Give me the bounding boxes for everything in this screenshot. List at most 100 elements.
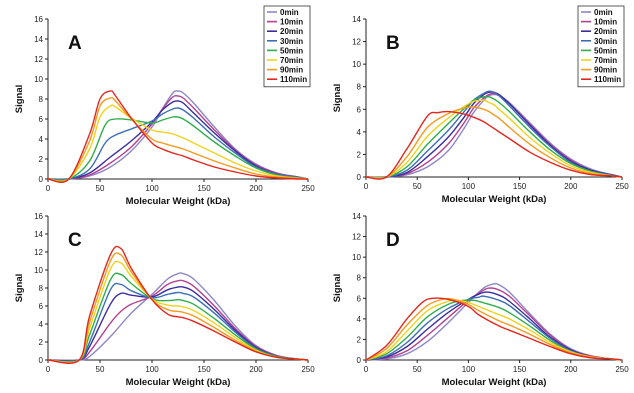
x-tick-label: 50 <box>413 182 422 191</box>
panel-b: 0 2 4 6 8 10 12 14 0 50 100 150 200 250 Molecular Weig… <box>332 5 629 205</box>
y-tick-label: 0 <box>39 175 44 184</box>
series-line-90min <box>47 96 309 183</box>
x-tick-label: 50 <box>96 365 105 374</box>
series-line-90min <box>365 297 623 361</box>
y-axis-label: Signal <box>14 85 25 114</box>
series-line-0min <box>365 93 623 178</box>
y-tick-label: 14 <box>352 15 361 24</box>
x-tick-label: 150 <box>197 184 211 193</box>
panel-a: 0 2 4 6 8 10 12 14 16 0 50 100 150 200 250 Molecular We… <box>14 5 315 207</box>
x-tick-label: 200 <box>249 184 263 193</box>
x-tick-label: 250 <box>615 182 629 191</box>
panel-letter: C <box>68 230 82 251</box>
series-line-70min <box>365 99 623 179</box>
legend-label-110min: 110min <box>594 75 621 84</box>
panel-c: 0 2 4 6 8 10 12 14 16 0 50 100 150 200 250 Molecular We… <box>14 212 315 388</box>
series-line-70min <box>365 299 623 361</box>
x-tick-label: 200 <box>564 365 578 374</box>
legend-label-110min: 110min <box>280 75 307 84</box>
legend-label-70min: 70min <box>280 56 303 65</box>
y-tick-label: 2 <box>39 155 44 164</box>
legend-label-90min: 90min <box>280 66 303 75</box>
y-tick-label: 10 <box>34 75 43 84</box>
x-tick-label: 100 <box>462 182 476 191</box>
series-line-110min <box>365 297 623 361</box>
series-line-50min <box>47 272 309 363</box>
y-tick-label: 4 <box>39 320 44 329</box>
series-line-90min <box>47 252 309 364</box>
x-tick-label: 150 <box>513 365 527 374</box>
series-line-90min <box>365 106 623 180</box>
y-tick-label: 4 <box>357 315 362 324</box>
y-axis-label: Signal <box>14 274 25 303</box>
x-axis-label: Molecular Weight (kDa) <box>126 377 231 388</box>
legend-box <box>263 5 311 88</box>
series-line-50min <box>47 115 309 182</box>
x-tick-label: 200 <box>564 182 578 191</box>
series-line-50min <box>365 299 623 361</box>
y-tick-label: 2 <box>357 150 362 159</box>
series-line-110min <box>47 245 309 364</box>
x-tick-label: 50 <box>96 184 105 193</box>
x-axis-label: Molecular Weight (kDa) <box>126 196 231 207</box>
x-axis-label: Molecular Weight (kDa) <box>442 377 547 388</box>
legend-label-50min: 50min <box>280 46 303 55</box>
y-tick-label: 10 <box>352 253 361 262</box>
x-tick-label: 0 <box>46 184 51 193</box>
legend-label-20min: 20min <box>594 27 617 36</box>
y-tick-label: 0 <box>39 356 44 365</box>
x-tick-label: 150 <box>513 182 527 191</box>
y-axis-label: Signal <box>332 84 343 113</box>
legend-label-70min: 70min <box>594 56 617 65</box>
y-tick-label: 8 <box>39 95 44 104</box>
y-tick-label: 6 <box>357 294 362 303</box>
y-tick-label: 12 <box>34 248 43 257</box>
series-line-10min <box>47 94 309 180</box>
series-line-30min <box>365 90 623 179</box>
series-line-10min <box>47 279 309 362</box>
x-tick-label: 200 <box>249 365 263 374</box>
x-tick-label: 0 <box>364 182 369 191</box>
y-tick-label: 4 <box>357 128 362 137</box>
y-tick-label: 6 <box>357 105 362 114</box>
x-axis-label: Molecular Weight (kDa) <box>442 194 547 205</box>
x-tick-label: 250 <box>615 365 629 374</box>
legend-label-10min: 10min <box>280 18 303 27</box>
y-tick-label: 10 <box>34 266 43 275</box>
series-line-20min <box>365 291 623 361</box>
x-tick-label: 50 <box>413 365 422 374</box>
x-tick-label: 250 <box>301 184 315 193</box>
y-tick-label: 16 <box>34 212 43 221</box>
x-tick-label: 250 <box>301 365 315 374</box>
series-line-110min <box>365 110 623 180</box>
series-line-110min <box>47 90 309 183</box>
legend-label-10min: 10min <box>594 18 617 27</box>
y-tick-label: 16 <box>34 15 43 24</box>
y-tick-label: 2 <box>39 338 44 347</box>
y-tick-label: 12 <box>34 55 43 64</box>
y-tick-label: 14 <box>34 230 43 239</box>
x-tick-label: 0 <box>46 365 51 374</box>
y-tick-label: 4 <box>39 135 44 144</box>
x-tick-label: 100 <box>145 184 159 193</box>
legend-label-30min: 30min <box>594 37 617 46</box>
legend-label-20min: 20min <box>280 27 303 36</box>
panel-letter: A <box>68 33 82 54</box>
y-tick-label: 2 <box>357 335 362 344</box>
y-tick-label: 10 <box>352 60 361 69</box>
x-tick-label: 150 <box>197 365 211 374</box>
series-line-0min <box>47 90 309 180</box>
y-axis-label: Signal <box>332 274 343 303</box>
panel-letter: D <box>386 230 400 251</box>
y-tick-label: 14 <box>352 212 361 221</box>
x-tick-label: 0 <box>364 365 369 374</box>
y-tick-label: 0 <box>357 173 362 182</box>
series-line-30min <box>47 107 309 181</box>
y-tick-label: 0 <box>357 356 362 365</box>
legend-label-50min: 50min <box>594 46 617 55</box>
legend-label-90min: 90min <box>594 66 617 75</box>
series-line-10min <box>365 92 623 178</box>
y-tick-label: 6 <box>39 115 44 124</box>
legend-box <box>577 5 625 88</box>
